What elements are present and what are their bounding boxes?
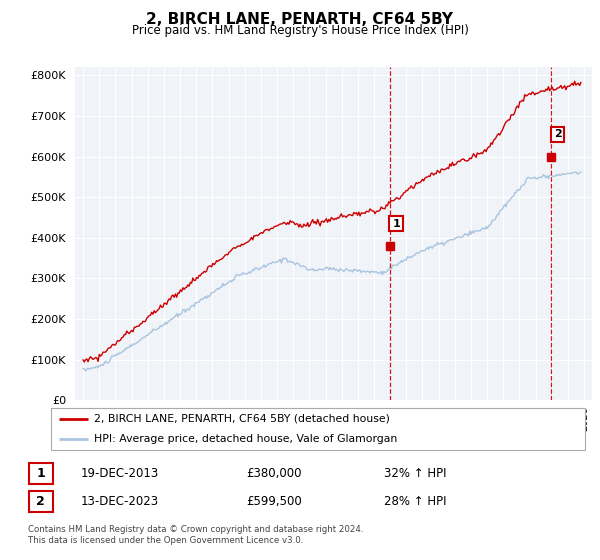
- Text: Price paid vs. HM Land Registry's House Price Index (HPI): Price paid vs. HM Land Registry's House …: [131, 24, 469, 37]
- Text: 2, BIRCH LANE, PENARTH, CF64 5BY: 2, BIRCH LANE, PENARTH, CF64 5BY: [146, 12, 454, 27]
- Text: 2: 2: [554, 129, 562, 139]
- Text: 1: 1: [392, 218, 400, 228]
- Text: HPI: Average price, detached house, Vale of Glamorgan: HPI: Average price, detached house, Vale…: [94, 434, 397, 444]
- Text: 2, BIRCH LANE, PENARTH, CF64 5BY (detached house): 2, BIRCH LANE, PENARTH, CF64 5BY (detach…: [94, 414, 389, 423]
- Text: 19-DEC-2013: 19-DEC-2013: [81, 466, 159, 480]
- Text: 32% ↑ HPI: 32% ↑ HPI: [384, 466, 446, 480]
- Text: 2: 2: [37, 495, 45, 508]
- Text: 1: 1: [37, 467, 45, 480]
- Text: £599,500: £599,500: [246, 494, 302, 508]
- Text: 28% ↑ HPI: 28% ↑ HPI: [384, 494, 446, 508]
- Text: Contains HM Land Registry data © Crown copyright and database right 2024.
This d: Contains HM Land Registry data © Crown c…: [28, 525, 363, 545]
- Text: 13-DEC-2023: 13-DEC-2023: [81, 494, 159, 508]
- Text: £380,000: £380,000: [246, 466, 302, 480]
